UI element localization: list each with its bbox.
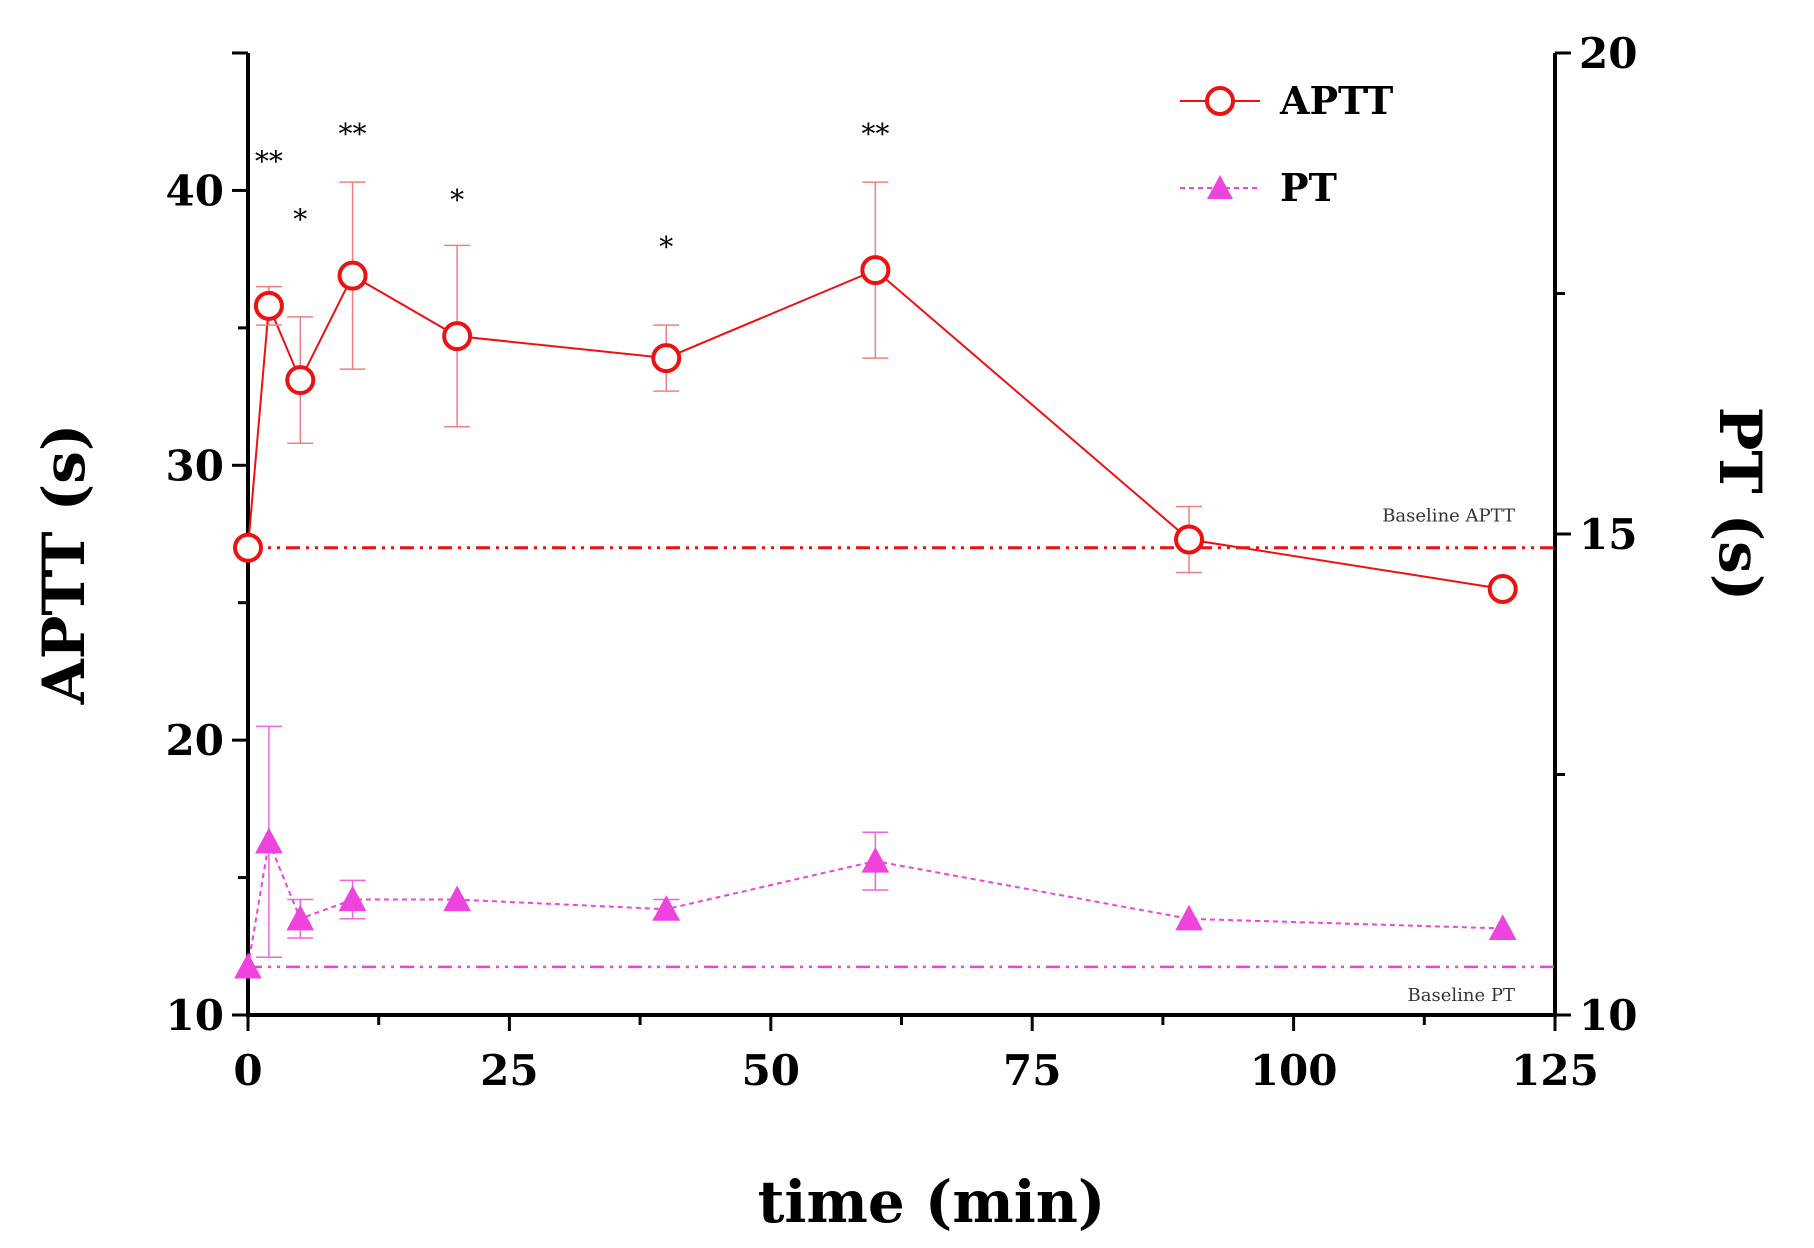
y-axis-right-title: PT (s)	[1706, 407, 1774, 602]
pt-point	[652, 895, 681, 921]
pt-point	[234, 952, 262, 979]
aptt-point	[442, 321, 473, 352]
aptt-point	[253, 290, 284, 321]
pt-point	[861, 847, 890, 873]
legend-pt-marker	[1207, 175, 1233, 199]
aptt-point	[285, 365, 316, 396]
pt-point	[286, 904, 315, 931]
pt-point	[1488, 914, 1517, 940]
significance-marker: **	[861, 118, 889, 151]
aptt-point	[860, 255, 891, 286]
y-left-tick-label: 40	[166, 166, 224, 215]
pt-point	[338, 885, 367, 912]
baseline-pt-label: Baseline PT	[1408, 985, 1515, 1006]
aptt-point	[1174, 524, 1205, 555]
y-left-tick-label: 30	[166, 441, 224, 490]
legend-aptt-marker	[1205, 86, 1235, 116]
pt-point	[255, 827, 283, 854]
aptt-point	[1487, 573, 1518, 604]
x-axis-title: time (min)	[758, 1168, 1106, 1236]
aptt-point	[233, 532, 263, 563]
y-right-tick-label: 20	[1579, 29, 1637, 78]
y-right-tick-label: 10	[1579, 991, 1637, 1040]
x-tick-label: 0	[233, 1046, 262, 1095]
x-tick-label: 125	[1511, 1046, 1599, 1095]
pt-point	[443, 885, 471, 912]
x-tick-label: 100	[1250, 1046, 1338, 1095]
legend-aptt-label: APTT	[1279, 78, 1393, 123]
y-right-tick-label: 15	[1579, 510, 1637, 559]
significance-marker: *	[450, 184, 464, 217]
legend-pt-label: PT	[1280, 165, 1337, 210]
pt-point	[1175, 904, 1203, 931]
significance-marker: *	[659, 230, 673, 263]
aptt-point	[651, 343, 682, 374]
x-tick-label: 50	[742, 1046, 800, 1095]
baseline-aptt-label: Baseline APTT	[1382, 506, 1515, 527]
significance-marker: **	[255, 145, 283, 178]
significance-marker: **	[339, 118, 367, 151]
aptt-point	[337, 260, 368, 291]
y-axis-left-title: APTT (s)	[30, 424, 98, 706]
significance-marker: *	[293, 203, 307, 236]
y-left-tick-label: 20	[166, 716, 224, 765]
y-left-tick-label: 10	[166, 991, 224, 1040]
x-tick-label: 75	[1003, 1046, 1061, 1095]
x-tick-label: 25	[480, 1046, 538, 1095]
